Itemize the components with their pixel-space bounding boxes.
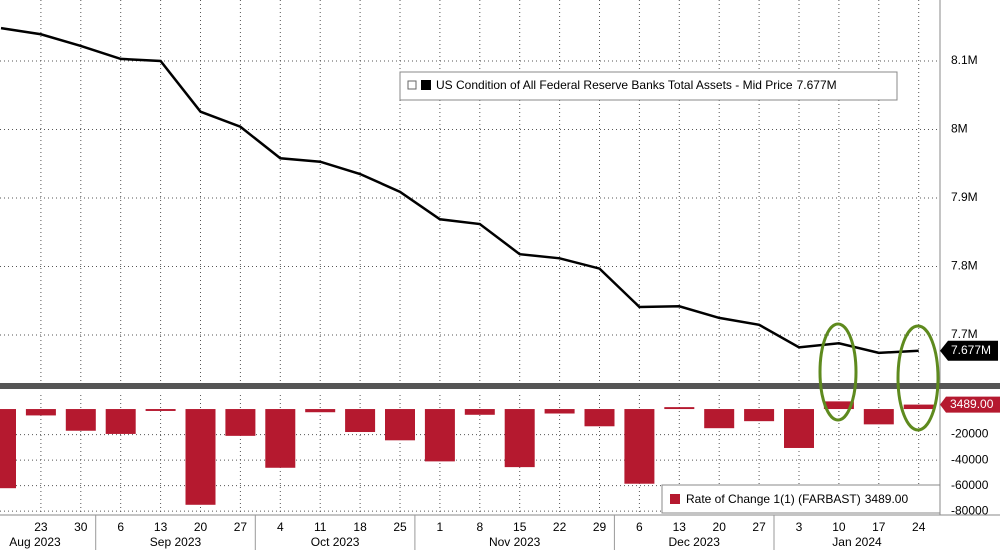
marks	[0, 26, 934, 505]
y-tick-label: 8M	[951, 122, 968, 136]
bar	[624, 409, 655, 484]
annotation-ellipse	[818, 322, 858, 422]
value-tag	[940, 396, 1000, 413]
legend-box	[399, 71, 898, 101]
x-tick-label: 30	[74, 520, 88, 534]
x-tick-label: 4	[277, 520, 284, 534]
x-tick-label: 25	[393, 520, 407, 534]
x-group-label: Nov 2023	[489, 535, 541, 549]
value-tag-label: 7.677M	[951, 343, 991, 357]
y-tick-label: -20000	[951, 427, 989, 441]
x-tick-label: 6	[117, 520, 124, 534]
line	[0, 26, 919, 355]
legend-toggle	[407, 80, 417, 90]
legend-swatch	[421, 80, 431, 90]
bar	[664, 407, 695, 410]
x-tick-label: 15	[513, 520, 527, 534]
bar	[25, 409, 56, 416]
y-tick-label: 7.9M	[951, 190, 978, 204]
legend: US Condition of All Federal Reserve Bank…	[399, 71, 898, 101]
x-group-label: Oct 2023	[311, 535, 360, 549]
bar	[305, 409, 336, 413]
x-group-label: Sep 2023	[150, 535, 202, 549]
bar	[584, 409, 615, 427]
legend-box	[661, 484, 941, 514]
bar	[823, 401, 854, 410]
bar	[265, 409, 296, 468]
legend-value: 7.677M	[797, 78, 837, 92]
x-tick-label: 23	[34, 520, 48, 534]
bar	[424, 409, 455, 462]
bar	[784, 409, 814, 448]
bar	[464, 409, 495, 415]
legend-value: 3489.00	[865, 492, 909, 506]
bar	[544, 409, 575, 414]
x-tick-label: 29	[593, 520, 607, 534]
value-tag	[940, 340, 998, 361]
bar	[385, 409, 415, 441]
y-tick-label: 7.8M	[951, 259, 978, 273]
bar	[704, 409, 735, 429]
x-tick-label: 20	[713, 520, 727, 534]
x-tick-label: 8	[476, 520, 483, 534]
value-tag-label: 3489.00	[950, 397, 994, 411]
y-tick-label: 8.1M	[951, 53, 978, 67]
x-tick-label: 13	[673, 520, 687, 534]
x-tick-label: 17	[872, 520, 886, 534]
bar	[65, 409, 96, 431]
x-tick-label: 22	[553, 520, 567, 534]
x-tick-label: 24	[912, 520, 926, 534]
x-tick-label: 20	[194, 520, 208, 534]
x-tick-label: 13	[154, 520, 168, 534]
bar	[185, 409, 216, 505]
x-tick-label: 11	[314, 520, 327, 534]
x-tick-label: 27	[752, 520, 766, 534]
legend: Rate of Change 1(1) (FARBAST) 3489.00	[661, 484, 941, 514]
bar	[0, 409, 16, 489]
panel-divider	[0, 383, 1000, 389]
y-tick-label: -60000	[951, 478, 989, 492]
bar	[105, 409, 136, 434]
legend-swatch	[670, 494, 680, 504]
x-tick-label: 10	[832, 520, 846, 534]
x-tick-label: 1	[437, 520, 444, 534]
y-tick-label: -80000	[951, 503, 989, 517]
bar	[345, 409, 376, 433]
x-tick-label: 3	[796, 520, 803, 534]
y-tick-label: -40000	[951, 452, 989, 466]
x-group-label: Aug 2023	[9, 535, 61, 549]
annotation-ellipse	[896, 324, 940, 432]
x-group-label: Dec 2023	[669, 535, 721, 549]
bar	[903, 404, 934, 410]
bar	[145, 409, 176, 411]
bar	[225, 409, 256, 436]
bar	[744, 409, 775, 422]
y-tick-label: 7.7M	[951, 327, 978, 341]
bar	[863, 409, 894, 425]
legend-label: US Condition of All Federal Reserve Bank…	[436, 78, 793, 92]
x-tick-label: 6	[636, 520, 643, 534]
x-tick-label: 18	[353, 520, 367, 534]
x-group-label: Jan 2024	[832, 535, 882, 549]
bar	[504, 409, 535, 468]
value-tags: 7.677M 3489.00	[940, 340, 1000, 413]
x-tick-label: 27	[234, 520, 248, 534]
legend-label: Rate of Change 1(1) (FARBAST)	[686, 492, 861, 506]
